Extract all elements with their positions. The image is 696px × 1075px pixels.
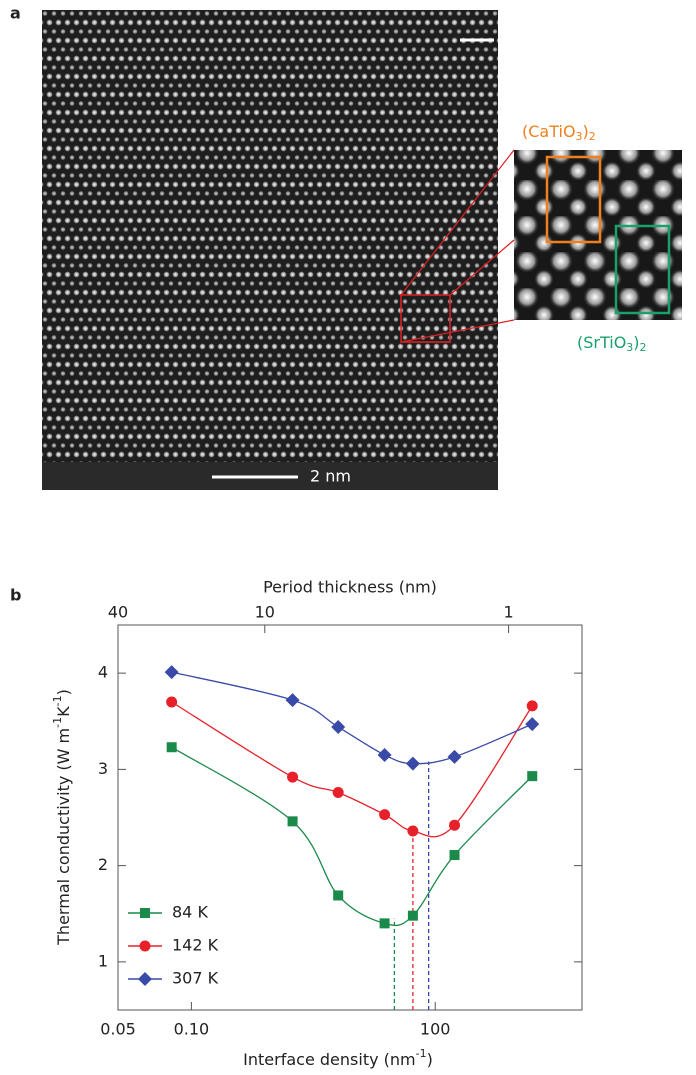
x-tick-label: 0.05 (100, 1020, 136, 1039)
micrograph (42, 10, 498, 490)
panel-label: b (10, 586, 21, 605)
x2-tick-label: 1 (504, 603, 514, 622)
marker (407, 910, 418, 921)
label-text: ) (54, 689, 73, 695)
marker (287, 816, 298, 827)
inset-box (545, 155, 602, 244)
script-text: -1 (51, 717, 64, 728)
marker (331, 720, 346, 735)
label-text: ) (583, 122, 589, 141)
label-text: (CaTiO (522, 122, 576, 141)
panel-label: a (10, 4, 21, 23)
y-tick-label: 4 (98, 663, 108, 682)
marker (333, 890, 344, 901)
y-tick-label: 2 (98, 855, 108, 874)
marker (449, 850, 460, 861)
script-text: -1 (416, 1047, 427, 1060)
inset-label: (SrTiO3)2 (577, 333, 647, 355)
legend-label: 84 K (172, 903, 208, 922)
legend-label: 307 K (172, 969, 219, 988)
y-axis-title: Thermal conductivity (W m-1K-1) (51, 689, 73, 946)
script-text: -1 (51, 695, 64, 706)
marker (527, 771, 538, 782)
marker (379, 918, 390, 929)
marker (287, 771, 299, 783)
marker (447, 749, 462, 764)
script-text: 3 (626, 341, 633, 354)
x2-tick-label: 40 (108, 603, 128, 622)
zoom-line (400, 319, 515, 343)
y-tick-label: 3 (98, 759, 108, 778)
label-text: K (54, 706, 73, 717)
legend-marker (138, 972, 152, 986)
marker (526, 700, 538, 712)
zoom-line (449, 239, 515, 296)
marker (166, 696, 178, 708)
label-text: ) (633, 333, 639, 352)
marker (164, 665, 179, 680)
inset-box (614, 224, 671, 315)
label-text: Interface density (nm (243, 1050, 415, 1069)
inset-label: (CaTiO3)2 (522, 122, 596, 144)
x-tick-label: 0.10 (174, 1020, 210, 1039)
x2-tick-label: 10 (255, 603, 275, 622)
marker (332, 786, 344, 798)
x-axis-title: Interface density (nm-1) (243, 1047, 433, 1069)
zoom-line (400, 149, 515, 296)
marker (166, 742, 177, 753)
series-line (171, 671, 533, 765)
scale-label: 2 nm (310, 467, 351, 486)
inset-image (514, 150, 682, 320)
label-text: ) (427, 1050, 433, 1069)
marker (285, 693, 300, 708)
marker (377, 747, 392, 762)
zoom-box (400, 294, 451, 343)
legend-label: 142 K (172, 936, 219, 955)
plot-frame (117, 624, 583, 1011)
marker (405, 756, 420, 771)
marker (525, 717, 540, 732)
series-line (171, 746, 533, 927)
script-text: 3 (576, 130, 583, 143)
legend-marker (140, 908, 150, 918)
label-text: Thermal conductivity (W m (54, 728, 73, 946)
script-text: 2 (640, 341, 647, 354)
marker (379, 809, 391, 821)
y-tick-label: 1 (98, 951, 108, 970)
x2-axis-title: Period thickness (nm) (263, 578, 437, 597)
legend-marker (139, 940, 151, 952)
label-text: (SrTiO (577, 333, 626, 352)
x-tick-label: 100 (420, 1020, 451, 1039)
script-text: 2 (589, 130, 596, 143)
series-line (171, 701, 533, 838)
marker (449, 819, 461, 831)
marker (407, 825, 419, 837)
